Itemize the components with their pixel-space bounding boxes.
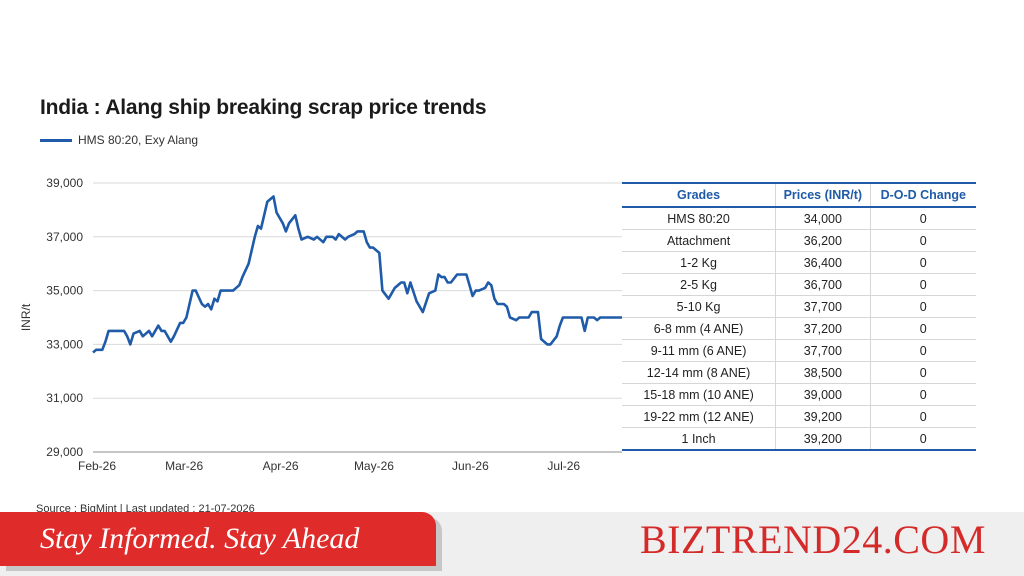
table-row: Attachment 36,200 0 — [622, 229, 976, 252]
change-cell: 0 — [869, 383, 976, 406]
y-tick-label: 31,000 — [46, 391, 83, 405]
legend-label: HMS 80:20, Exy Alang — [78, 133, 199, 147]
table-row: 2-5 Kg 36,700 0 — [622, 273, 976, 296]
x-tick-label: May-26 — [354, 459, 394, 473]
table-row: 5-10 Kg 37,700 0 — [622, 295, 976, 318]
x-tick-label: Jun-26 — [452, 459, 489, 473]
y-tick-label: 29,000 — [46, 445, 83, 459]
change-cell: 0 — [869, 317, 976, 340]
table-row: 19-22 mm (12 ANE) 39,200 0 — [622, 405, 976, 428]
table-row: 6-8 mm (4 ANE) 37,200 0 — [622, 317, 976, 340]
grade-cell: 1 Inch — [622, 427, 776, 451]
change-cell: 0 — [869, 405, 976, 428]
y-tick-label: 37,000 — [46, 230, 83, 244]
change-cell: 0 — [869, 207, 976, 230]
header-prices: Prices (INR/t) — [775, 182, 871, 208]
change-cell: 0 — [869, 229, 976, 252]
chart-legend: HMS 80:20, Exy Alang — [40, 133, 198, 147]
table-row: 1 Inch 39,200 0 — [622, 427, 976, 451]
brand-logo-text: BIZTREND24.COM — [640, 517, 986, 562]
x-tick-label: Jul-26 — [547, 459, 580, 473]
change-cell: 0 — [869, 251, 976, 274]
grade-cell: 12-14 mm (8 ANE) — [622, 361, 776, 384]
legend-line-swatch — [40, 138, 72, 142]
grade-cell: 2-5 Kg — [622, 273, 776, 296]
change-cell: 0 — [869, 273, 976, 296]
table-row: 9-11 mm (6 ANE) 37,700 0 — [622, 339, 976, 362]
price-cell: 36,400 — [775, 251, 871, 274]
grade-cell: 5-10 Kg — [622, 295, 776, 318]
table-row: HMS 80:20 34,000 0 — [622, 207, 976, 230]
table-row: 1-2 Kg 36,400 0 — [622, 251, 976, 274]
change-cell: 0 — [869, 339, 976, 362]
grade-cell: 15-18 mm (10 ANE) — [622, 383, 776, 406]
header-dod-change: D-O-D Change — [869, 182, 976, 208]
tagline-text: Stay Informed. Stay Ahead — [40, 522, 360, 555]
price-cell: 37,200 — [775, 317, 871, 340]
price-cell: 37,700 — [775, 295, 871, 318]
grade-cell: HMS 80:20 — [622, 207, 776, 230]
header-grades: Grades — [622, 182, 776, 208]
price-cell: 37,700 — [775, 339, 871, 362]
change-cell: 0 — [869, 295, 976, 318]
tagline-banner: Stay Informed. Stay Ahead — [0, 512, 436, 566]
y-tick-label: 33,000 — [46, 337, 83, 351]
price-cell: 36,200 — [775, 229, 871, 252]
change-cell: 0 — [869, 427, 976, 451]
table-row: 15-18 mm (10 ANE) 39,000 0 — [622, 383, 976, 406]
table-header-row: Grades Prices (INR/t) D-O-D Change — [622, 182, 976, 208]
y-tick-label: 35,000 — [46, 284, 83, 298]
y-axis-label: INR/t — [19, 303, 33, 331]
table-row: 12-14 mm (8 ANE) 38,500 0 — [622, 361, 976, 384]
grade-cell: 6-8 mm (4 ANE) — [622, 317, 776, 340]
price-cell: 39,000 — [775, 383, 871, 406]
price-cell: 39,200 — [775, 405, 871, 428]
change-cell: 0 — [869, 361, 976, 384]
y-tick-label: 39,000 — [46, 176, 83, 190]
grade-cell: Attachment — [622, 229, 776, 252]
price-line-chart: 29,000 31,000 33,000 35,000 37,000 39,000 Feb-… — [19, 176, 622, 473]
x-tick-label: Apr-26 — [263, 459, 299, 473]
price-cell: 38,500 — [775, 361, 871, 384]
price-cell: 34,000 — [775, 207, 871, 230]
price-cell: 39,200 — [775, 427, 871, 451]
chart-title: India : Alang ship breaking scrap price … — [40, 96, 487, 119]
x-tick-label: Mar-26 — [165, 459, 203, 473]
price-table: Grades Prices (INR/t) D-O-D Change HMS 8… — [622, 182, 976, 451]
x-tick-label: Feb-26 — [78, 459, 116, 473]
grade-cell: 9-11 mm (6 ANE) — [622, 339, 776, 362]
grade-cell: 1-2 Kg — [622, 251, 776, 274]
price-cell: 36,700 — [775, 273, 871, 296]
grade-cell: 19-22 mm (12 ANE) — [622, 405, 776, 428]
series-line-hms-80-20 — [92, 195, 622, 354]
